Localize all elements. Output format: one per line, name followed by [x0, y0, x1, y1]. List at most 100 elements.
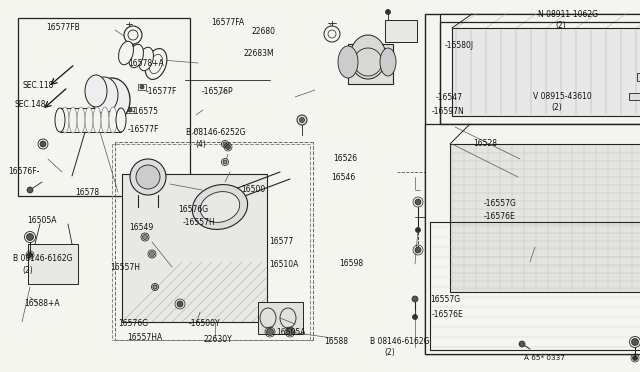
Text: 16588: 16588	[324, 337, 348, 346]
Text: 22680: 22680	[252, 27, 275, 36]
Text: V 08915-43610: V 08915-43610	[533, 92, 592, 101]
Text: -16580J: -16580J	[445, 41, 474, 50]
Circle shape	[324, 26, 340, 42]
Bar	[629, 93, 640, 100]
Text: 16510A: 16510A	[269, 260, 298, 269]
Ellipse shape	[85, 75, 107, 107]
Bar	[28, 244, 78, 284]
Text: 16578: 16578	[76, 188, 100, 197]
Bar	[122, 174, 267, 322]
Circle shape	[128, 108, 132, 112]
Text: (2): (2)	[552, 103, 563, 112]
Ellipse shape	[350, 35, 386, 79]
Text: B 08146-6162G: B 08146-6162G	[13, 254, 72, 263]
Ellipse shape	[193, 185, 248, 230]
Circle shape	[266, 328, 273, 336]
Bar	[108, 104, 116, 108]
Ellipse shape	[200, 192, 240, 222]
Circle shape	[148, 250, 156, 258]
Circle shape	[632, 339, 639, 346]
Text: -16576P: -16576P	[202, 87, 233, 96]
Text: 16576F-: 16576F-	[8, 167, 40, 176]
Circle shape	[415, 199, 421, 205]
Circle shape	[385, 10, 390, 15]
Text: (2): (2)	[22, 266, 33, 275]
Bar	[452, 28, 640, 116]
Ellipse shape	[138, 47, 154, 71]
Text: 16557H: 16557H	[110, 263, 140, 272]
Text: 16578+A: 16578+A	[128, 59, 164, 68]
Text: -16577F: -16577F	[146, 87, 177, 96]
Text: 16577FB: 16577FB	[46, 23, 80, 32]
Text: 16577FA: 16577FA	[211, 18, 244, 27]
Circle shape	[177, 301, 183, 307]
Circle shape	[153, 285, 157, 289]
Text: 16576G: 16576G	[118, 319, 148, 328]
Circle shape	[130, 159, 166, 195]
Text: -16500Y: -16500Y	[189, 319, 220, 328]
Text: 16500: 16500	[241, 185, 266, 194]
Text: -16575: -16575	[131, 107, 158, 116]
Bar	[425, 14, 640, 354]
Circle shape	[140, 85, 144, 89]
Text: 16557G: 16557G	[430, 295, 460, 304]
Circle shape	[415, 247, 421, 253]
Bar	[258, 302, 303, 334]
Circle shape	[152, 283, 159, 291]
Bar	[430, 222, 640, 350]
Ellipse shape	[129, 44, 143, 68]
Circle shape	[141, 233, 149, 241]
Ellipse shape	[77, 107, 85, 133]
Circle shape	[26, 234, 33, 241]
Text: 22683M: 22683M	[243, 49, 274, 58]
Bar	[440, 22, 640, 124]
Bar	[385, 20, 417, 42]
Ellipse shape	[55, 108, 65, 132]
Ellipse shape	[61, 107, 69, 133]
Text: -16577F: -16577F	[128, 125, 159, 134]
Bar	[637, 73, 640, 81]
Bar	[348, 44, 393, 84]
Bar	[126, 107, 134, 113]
Text: 16549: 16549	[129, 223, 154, 232]
Circle shape	[153, 285, 157, 289]
Text: 16505A: 16505A	[27, 216, 56, 225]
Circle shape	[413, 314, 417, 320]
Text: 16588+A: 16588+A	[24, 299, 60, 308]
Circle shape	[150, 251, 154, 257]
Circle shape	[223, 142, 227, 146]
Text: 22630Y: 22630Y	[204, 335, 232, 344]
Text: SEC.148: SEC.148	[14, 100, 45, 109]
Text: 16576G: 16576G	[178, 205, 208, 214]
Text: (2): (2)	[556, 21, 566, 30]
Circle shape	[136, 165, 160, 189]
Circle shape	[225, 144, 230, 150]
Text: SEC.118: SEC.118	[22, 81, 54, 90]
Ellipse shape	[101, 107, 109, 133]
Text: -16597N: -16597N	[432, 107, 465, 116]
Ellipse shape	[118, 41, 134, 65]
Text: -16576E: -16576E	[483, 212, 515, 221]
Text: -16576E: -16576E	[432, 310, 464, 319]
Ellipse shape	[116, 108, 126, 132]
Circle shape	[223, 160, 227, 164]
Text: (4): (4)	[195, 140, 206, 149]
Text: 16598: 16598	[339, 259, 364, 268]
Circle shape	[300, 118, 305, 122]
Text: 16557HA: 16557HA	[127, 333, 162, 342]
Text: B 08146-6162G: B 08146-6162G	[370, 337, 429, 346]
Text: 16577: 16577	[269, 237, 293, 246]
Circle shape	[519, 341, 525, 347]
Ellipse shape	[109, 107, 117, 133]
Ellipse shape	[338, 46, 358, 78]
Ellipse shape	[69, 107, 77, 133]
Text: 16526: 16526	[333, 154, 357, 163]
Ellipse shape	[85, 107, 93, 133]
Circle shape	[221, 141, 228, 148]
Circle shape	[143, 234, 147, 240]
Circle shape	[632, 356, 637, 360]
Text: 16528: 16528	[474, 139, 497, 148]
Circle shape	[221, 158, 228, 166]
Ellipse shape	[90, 77, 118, 113]
Ellipse shape	[93, 107, 101, 133]
